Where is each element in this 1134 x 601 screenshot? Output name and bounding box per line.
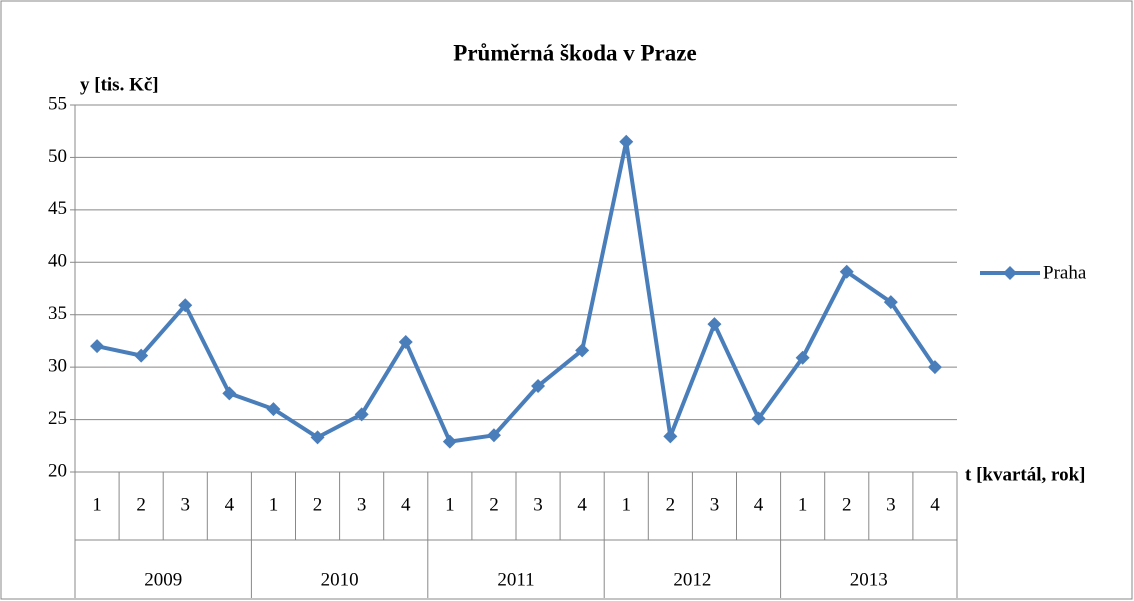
y-tick-label: 40: [48, 251, 67, 272]
x-tick-label: 2: [489, 494, 499, 515]
x-tick-label: 3: [357, 494, 367, 515]
x-tick-label: 4: [225, 494, 235, 515]
marker: [751, 411, 766, 426]
x-tick-label: 1: [269, 494, 279, 515]
x-tick-label: 1: [445, 494, 455, 515]
x-tick-label: 4: [754, 494, 764, 515]
group-label: 2011: [497, 569, 534, 590]
x-tick-label: 4: [577, 494, 587, 515]
x-axis-label: t [kvartál, rok]: [965, 464, 1086, 485]
y-tick-label: 55: [48, 93, 67, 114]
y-tick-label: 35: [48, 303, 67, 324]
marker: [531, 379, 546, 394]
x-tick-label: 1: [622, 494, 632, 515]
group-label: 2013: [850, 569, 888, 590]
marker: [927, 360, 942, 375]
group-label: 2012: [673, 569, 711, 590]
y-tick-label: 30: [48, 356, 67, 377]
marker: [619, 134, 634, 149]
marker: [222, 386, 237, 401]
marker: [883, 295, 898, 310]
legend-label: Praha: [1043, 262, 1087, 283]
marker: [310, 430, 325, 445]
marker: [707, 317, 722, 332]
marker: [178, 298, 193, 313]
x-tick-label: 2: [136, 494, 146, 515]
x-tick-label: 3: [886, 494, 896, 515]
y-tick-label: 20: [48, 460, 67, 481]
series-line: [96, 139, 937, 444]
x-tick-label: 3: [181, 494, 191, 515]
marker: [442, 434, 457, 449]
x-tick-label: 1: [798, 494, 808, 515]
x-tick-label: 3: [533, 494, 543, 515]
marker: [663, 429, 678, 444]
y-tick-label: 25: [48, 408, 67, 429]
marker: [354, 407, 369, 422]
x-tick-label: 3: [710, 494, 720, 515]
x-tick-label: 4: [401, 494, 411, 515]
marker: [575, 343, 590, 358]
group-label: 2010: [321, 569, 359, 590]
x-tick-label: 2: [313, 494, 323, 515]
legend-marker: [1003, 266, 1017, 280]
group-label: 2009: [144, 569, 182, 590]
chart-title: Průměrná škoda v Praze: [453, 40, 696, 65]
marker: [839, 264, 854, 279]
y-tick-label: 50: [48, 146, 67, 167]
marker: [90, 339, 105, 354]
marker: [266, 402, 281, 417]
marker: [486, 428, 501, 443]
marker: [398, 334, 413, 349]
y-tick-label: 45: [48, 198, 67, 219]
x-tick-label: 1: [92, 494, 102, 515]
x-tick-label: 4: [930, 494, 940, 515]
marker: [134, 348, 149, 363]
x-tick-label: 2: [842, 494, 852, 515]
x-tick-label: 2: [666, 494, 676, 515]
marker: [795, 350, 810, 365]
y-axis-label: y [tis. Kč]: [80, 74, 159, 95]
